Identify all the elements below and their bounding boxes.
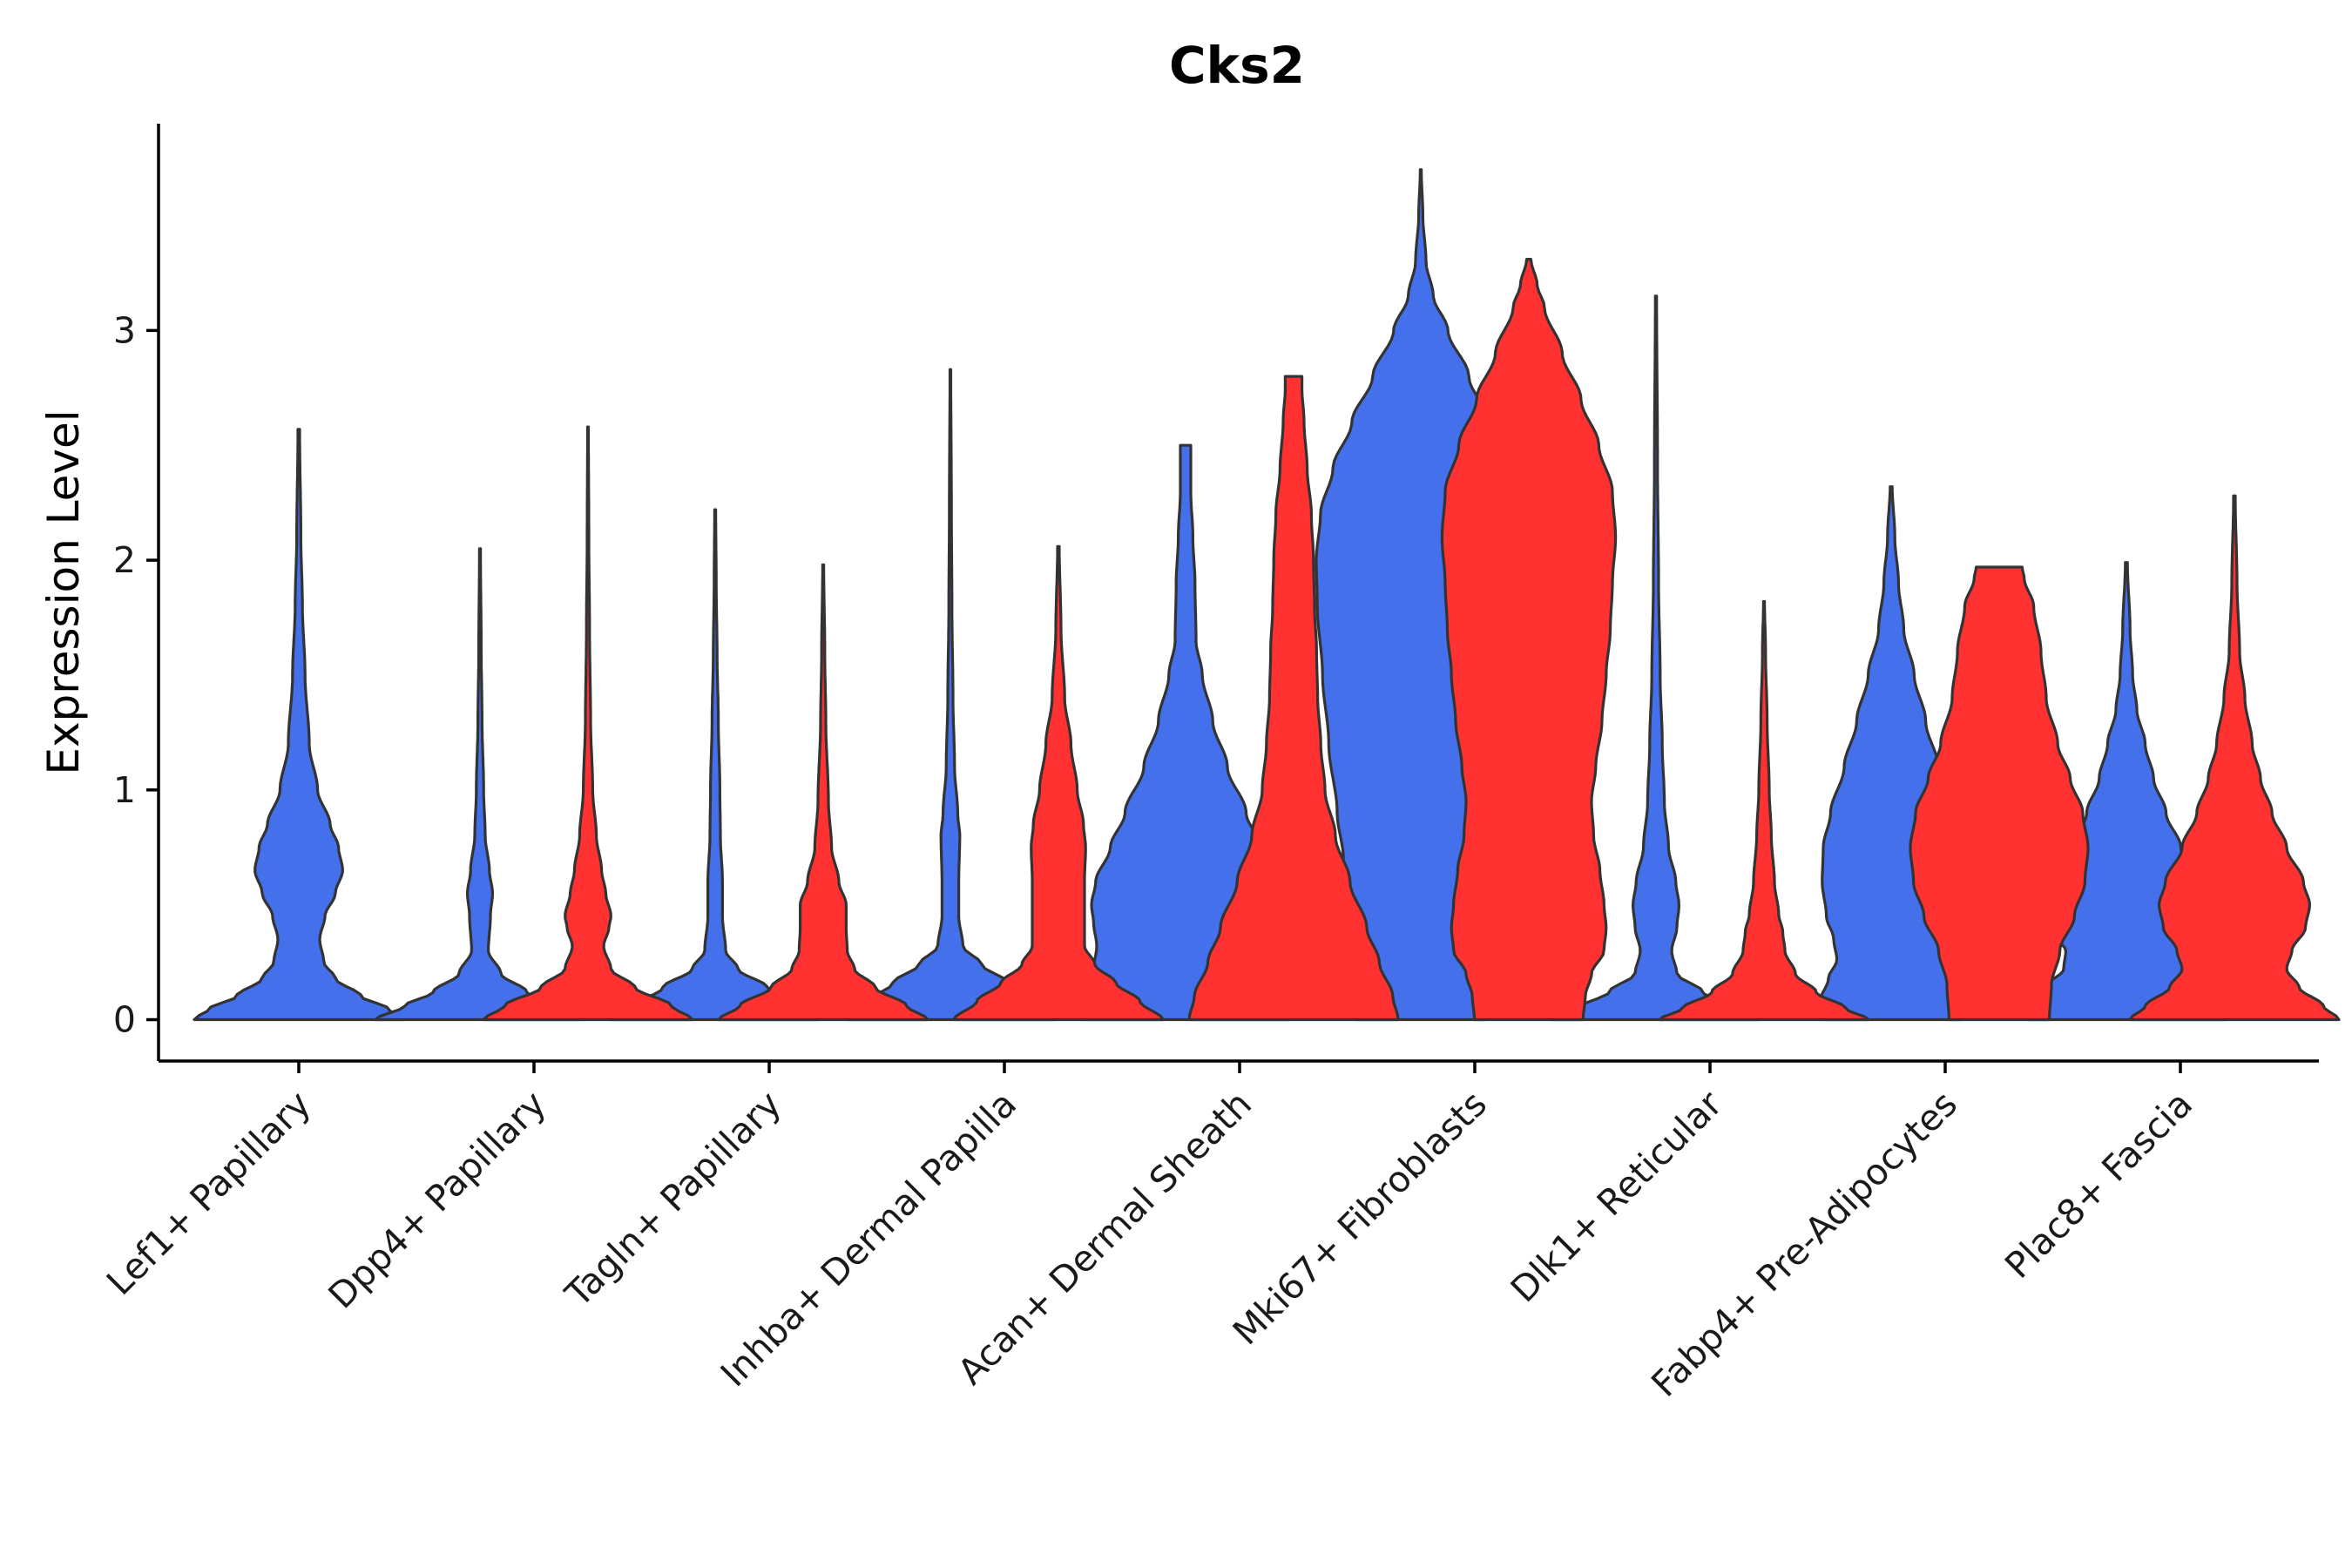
violin-group_a-3	[609, 508, 821, 1022]
x-tick-label: Dpp4+ Papillary	[321, 1083, 554, 1316]
x-tick-label: Lef1+ Papillary	[98, 1083, 319, 1303]
x-ticks: Lef1+ Papillary Dpp4+ Papillary Tagln+ Pap…	[98, 1061, 2200, 1405]
y-tick-label: 1	[113, 769, 136, 811]
violin-group_b-5	[1187, 375, 1400, 1022]
y-tick-label: 2	[113, 539, 136, 581]
x-tick-label: Dlk1+ Reticular	[1503, 1083, 1730, 1310]
x-tick-label: Plac8+ Fascia	[1997, 1083, 2200, 1287]
y-tick-label: 0	[113, 999, 136, 1041]
violin-group_a-2	[374, 547, 586, 1022]
y-axis-label: Expression Level	[38, 409, 89, 774]
violin-group_b-9	[2128, 494, 2341, 1022]
violin-group_a-7	[1550, 294, 1762, 1022]
violin-group_b-4	[952, 544, 1165, 1022]
violin-group_b-8	[1909, 565, 2090, 1022]
x-tick-label: Tagln+ Papillary	[557, 1083, 789, 1315]
y-tick-label: 3	[113, 309, 136, 351]
violin-group_a-1	[193, 428, 405, 1022]
violin-group_b-7	[1658, 599, 1870, 1022]
violin-group_a-4	[844, 368, 1057, 1022]
y-ticks: 0 1 2 3	[113, 309, 159, 1041]
violin-group_b-6	[1440, 258, 1618, 1022]
x-tick-label: Mki67+ Fibroblasts	[1225, 1083, 1495, 1353]
violin-group_b-3	[717, 563, 929, 1022]
violin-group_b-2	[482, 425, 694, 1022]
violin-layer	[193, 168, 2341, 1022]
chart-title: Cks2	[1169, 36, 1305, 95]
